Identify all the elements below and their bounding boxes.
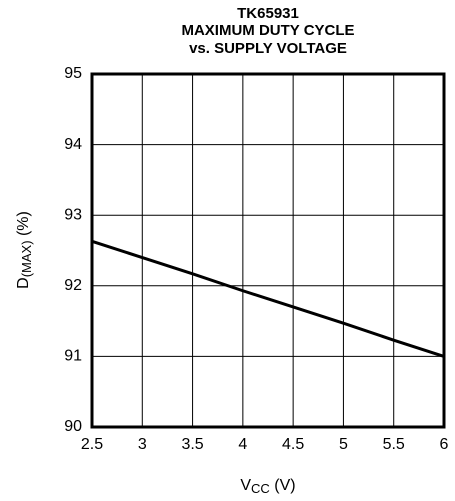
x-tick-label: 2.5 [81,436,103,453]
y-tick-label: 95 [64,65,82,82]
x-tick-label: 4 [238,436,247,453]
y-axis-label: D(MAX) (%) [15,211,34,289]
data-line [91,239,445,358]
x-tick-label: 3 [138,436,147,453]
y-tick-label: 90 [64,418,82,435]
x-tick-label: 5 [339,436,348,453]
chart-title: vs. SUPPLY VOLTAGE [189,40,347,57]
y-tick-label: 94 [64,136,82,153]
chart-title: TK65931 [237,5,299,22]
y-tick-label: 93 [64,206,82,223]
plot-frame [90,72,446,429]
chart-title: MAXIMUM DUTY CYCLE [181,22,354,39]
x-tick-label: 4.5 [282,436,304,453]
x-tick-label: 3.5 [181,436,203,453]
x-axis-label: VCC (V) [240,477,295,496]
y-tick-label: 91 [64,348,82,365]
x-tick-label: 6 [440,436,449,453]
y-tick-label: 92 [64,277,82,294]
x-tick-label: 5.5 [383,436,405,453]
